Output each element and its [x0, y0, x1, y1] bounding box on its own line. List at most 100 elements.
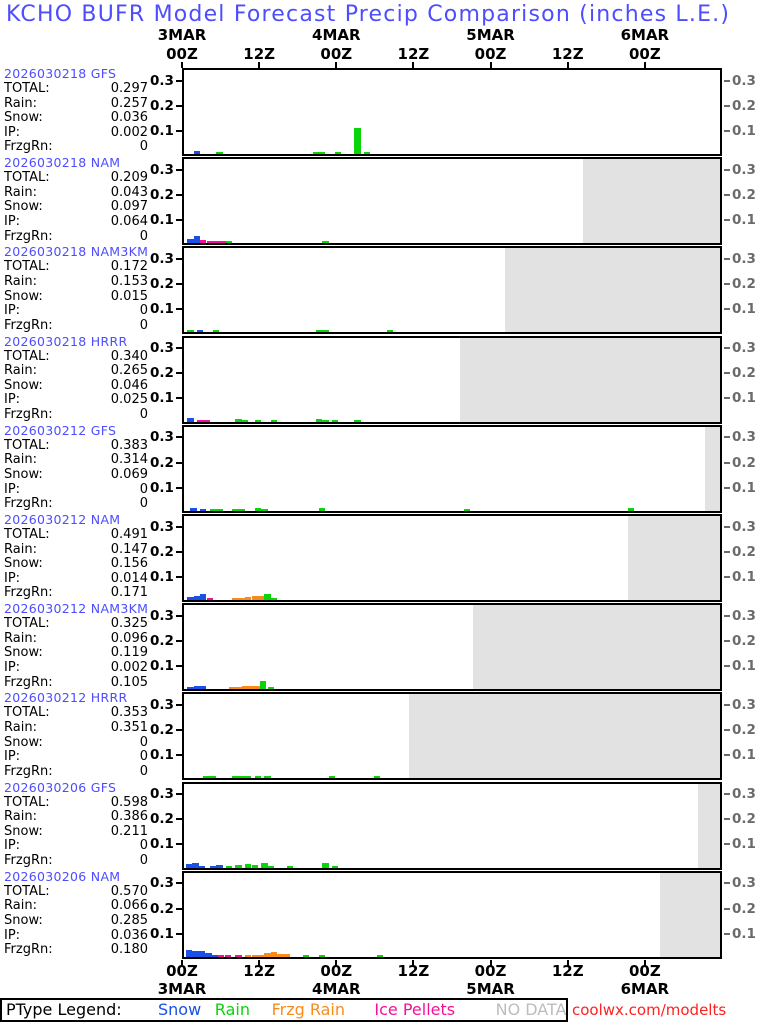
y-axis-label-right: 0.2 — [732, 365, 756, 382]
axis-tick — [335, 960, 338, 966]
precip-bar — [319, 152, 326, 154]
axis-day-label: 6MAR — [620, 26, 670, 44]
axis-hour-label: 12Z — [243, 962, 276, 980]
precip-stat-label: Rain: — [4, 184, 37, 200]
precip-bar — [354, 419, 361, 422]
y-axis-tick-right — [724, 129, 730, 132]
y-axis-tick-left — [176, 729, 182, 732]
y-axis-label-left: 0.2 — [150, 543, 174, 560]
precip-bar — [354, 127, 361, 154]
axis-day-label: 5MAR — [466, 980, 515, 998]
precip-stat-label: Rain: — [4, 541, 37, 557]
y-axis-label-left: 0.2 — [150, 811, 174, 828]
y-axis-tick-left — [176, 525, 182, 528]
precip-stat-value: 0.172 — [110, 259, 148, 275]
precip-stat-value: 0 — [139, 734, 148, 750]
y-axis-label-right: 0.1 — [732, 122, 756, 139]
y-axis-label-left: 0.2 — [150, 454, 174, 471]
precip-bar — [331, 865, 339, 868]
y-axis-label-left: 0.3 — [150, 72, 174, 89]
precip-bar — [328, 776, 336, 779]
y-axis-tick-left — [176, 882, 182, 885]
precip-bar — [319, 508, 326, 511]
y-axis-label-left: 0.1 — [150, 390, 174, 407]
y-axis-label-right: 0.3 — [732, 429, 756, 446]
model-run-title: 2026030206 GFS — [4, 779, 117, 795]
y-axis-label-right: 0.1 — [732, 658, 756, 675]
precip-bar — [206, 241, 213, 244]
precip-bar — [185, 949, 193, 957]
y-axis-label-right: 0.2 — [732, 454, 756, 471]
precip-stat-value: 0 — [139, 481, 148, 497]
precip-stat-label: IP: — [4, 927, 21, 943]
precip-stat-value: 0.351 — [110, 719, 148, 735]
precip-bar — [376, 954, 384, 957]
y-axis-label-right: 0.1 — [732, 301, 756, 318]
precip-bar — [254, 419, 262, 422]
precip-bar — [322, 419, 329, 422]
precip-bar — [193, 150, 201, 154]
precip-stat-value: 0 — [139, 763, 148, 779]
precip-stat-label: TOTAL: — [4, 348, 50, 364]
precip-bar — [267, 865, 274, 868]
precip-stat-value: 0.043 — [110, 184, 148, 200]
precip-stat-label: Snow: — [4, 199, 43, 215]
precip-bar — [196, 419, 204, 422]
y-axis-tick-right — [724, 665, 730, 668]
model-run-title: 2026030212 HRRR — [4, 690, 128, 706]
axis-hour-label: 00Z — [474, 962, 507, 980]
precip-stat-label: IP: — [4, 392, 21, 408]
precip-stat-label: FrzgRn: — [4, 228, 53, 244]
y-axis-label-right: 0.1 — [732, 836, 756, 853]
precip-stat-value: 0.340 — [110, 348, 148, 364]
precip-bar — [196, 330, 204, 333]
y-axis-label-right: 0.2 — [732, 722, 756, 739]
precip-bar — [627, 508, 634, 511]
y-axis-tick-right — [724, 397, 730, 400]
legend-frame — [0, 998, 568, 1022]
precip-stat-label: FrzgRn: — [4, 852, 53, 868]
y-axis-tick-left — [176, 347, 182, 350]
axis-tick — [489, 960, 492, 966]
precip-bar — [245, 863, 252, 868]
precip-bar — [315, 330, 323, 333]
panel-info-block: 2026030212 NAM TOTAL: 0.491 Rain: 0.147 Snow:… — [2, 512, 148, 602]
precip-stat-label: Rain: — [4, 452, 37, 468]
precip-bar — [254, 686, 262, 690]
precip-plot-area — [182, 335, 722, 424]
precip-stat-label: TOTAL: — [4, 705, 50, 721]
y-axis-label-left: 0.1 — [150, 925, 174, 942]
precip-stat-value: 0.036 — [110, 110, 148, 126]
model-run-title: 2026030212 NAM — [4, 512, 121, 527]
y-axis-tick-right — [724, 308, 730, 311]
precip-stat-label: TOTAL: — [4, 81, 50, 96]
y-axis-label-left: 0.1 — [150, 658, 174, 675]
precip-bar — [254, 508, 262, 511]
y-axis-label-right: 0.3 — [732, 161, 756, 178]
y-axis-tick-left — [176, 639, 182, 642]
no-data-region — [460, 337, 720, 422]
y-axis-tick-left — [176, 614, 182, 617]
model-panel: 2026030212 NAM3KM TOTAL: 0.325 Rain: 0.096 Sn… — [0, 601, 768, 692]
precip-bar — [193, 595, 201, 600]
precip-stat-label: IP: — [4, 303, 21, 319]
no-data-region — [582, 159, 720, 244]
y-axis-label-right: 0.3 — [732, 250, 756, 267]
precip-bar — [185, 864, 193, 868]
y-axis-label-left: 0.3 — [150, 786, 174, 803]
precip-bar — [190, 508, 197, 511]
panel-info-block: 2026030218 GFS TOTAL: 0.297 Rain: 0.257 Snow:… — [2, 66, 148, 156]
precip-stat-value: 0.096 — [110, 630, 148, 646]
axis-day-label: 3MAR — [157, 980, 207, 998]
precip-stat-value: 0.025 — [110, 392, 148, 408]
precip-bar — [187, 686, 194, 690]
precip-stat-label: Rain: — [4, 95, 37, 111]
y-axis-tick-right — [724, 168, 730, 171]
y-axis-tick-right — [724, 193, 730, 196]
precip-bar — [364, 152, 371, 154]
source-link[interactable]: coolwx.com/modelts — [572, 1001, 727, 1019]
precip-stat-label: IP: — [4, 213, 21, 229]
y-axis-label-right: 0.3 — [732, 875, 756, 892]
y-axis-label-left: 0.2 — [150, 186, 174, 203]
model-run-title: 2026030212 NAM3KM — [4, 601, 149, 617]
